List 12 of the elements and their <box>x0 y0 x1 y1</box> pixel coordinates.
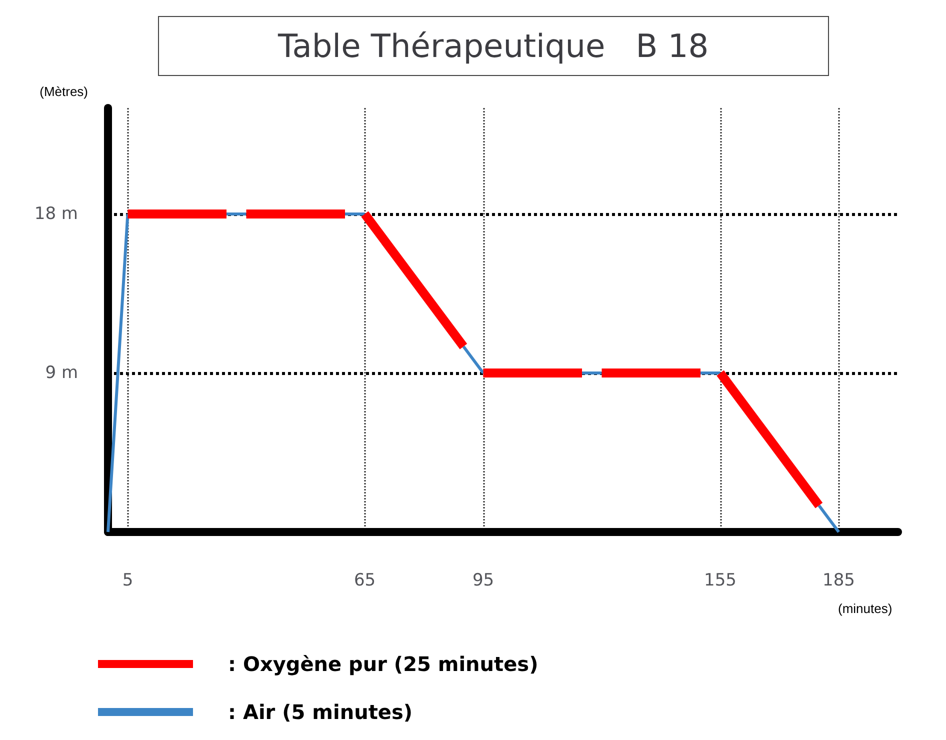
x-tick-label: 95 <box>472 570 494 590</box>
y-axis-title: (Mètres) <box>40 84 88 99</box>
y-tick-label: 9 m <box>45 363 78 383</box>
legend-label: : Oxygène pur (25 minutes) <box>228 652 538 676</box>
x-tick-label: 65 <box>354 570 376 590</box>
legend-label: : Air (5 minutes) <box>228 700 412 724</box>
x-tick-label: 155 <box>704 570 736 590</box>
x-axis-title: (minutes) <box>838 601 892 616</box>
x-tick-label: 185 <box>822 570 855 590</box>
chart-title: Table Thérapeutique B 18 <box>277 27 709 65</box>
y-tick-label: 18 m <box>34 204 78 224</box>
x-tick-label: 5 <box>122 570 134 590</box>
